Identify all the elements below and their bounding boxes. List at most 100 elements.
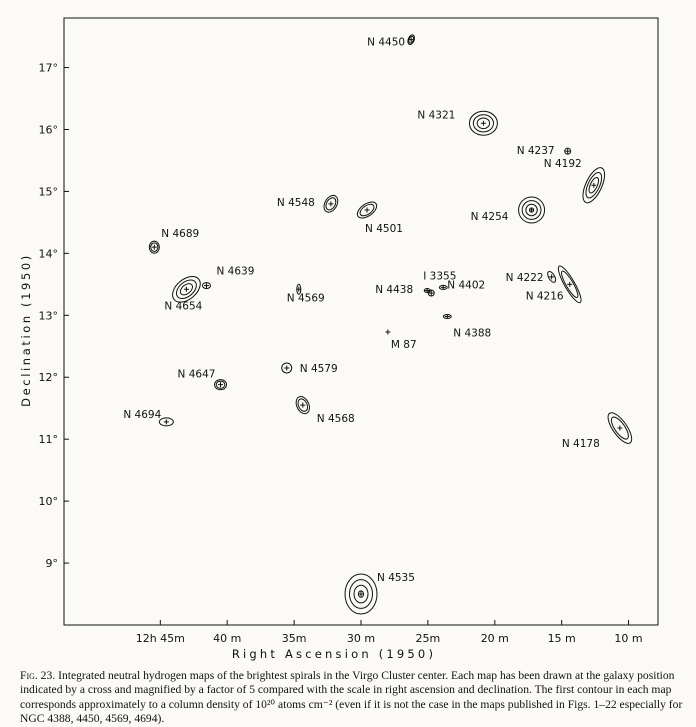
galaxy-map: N 4501: [356, 201, 403, 235]
y-axis: 9° 10° 11° 12° 13° 14° 15° 16° 17°: [39, 62, 69, 570]
galaxy-label: N 4178: [562, 438, 600, 450]
hi-contour: [476, 117, 491, 130]
position-cross: [440, 284, 446, 290]
galaxy-map: N 4450: [367, 34, 415, 49]
hi-contour: [557, 265, 582, 304]
hi-contour: [150, 242, 159, 252]
position-cross: [591, 182, 597, 188]
y-tick-label: 12°: [39, 371, 59, 384]
y-tick-label: 15°: [39, 185, 59, 198]
hi-contour: [610, 416, 629, 440]
y-axis-label: Declination (1950): [19, 253, 33, 407]
figure-caption: Fig. 23. Integrated neutral hydrogen map…: [20, 669, 684, 727]
hi-contour: [427, 289, 435, 297]
hi-contour: [344, 573, 378, 615]
y-tick-label: 9°: [46, 557, 59, 570]
galaxy-map: N 4321: [417, 109, 498, 136]
position-cross: [218, 382, 224, 388]
hi-contour: [359, 203, 375, 217]
galaxy-label: N 4450: [367, 37, 405, 49]
x-tick-label: 25m: [416, 632, 441, 645]
x-tick-label: 15 m: [548, 632, 576, 645]
y-tick-label: 16°: [39, 123, 59, 136]
y-tick-label: 14°: [39, 247, 59, 260]
galaxy-map: N 4237: [517, 145, 572, 157]
caption-text: Integrated neutral hydrogen maps of the …: [20, 669, 683, 726]
y-tick-label: 13°: [39, 309, 59, 322]
position-cross: [163, 419, 169, 425]
position-cross: [529, 207, 535, 213]
position-cross: [300, 402, 306, 408]
galaxy-label: N 4402: [447, 279, 485, 291]
position-cross: [549, 274, 555, 280]
hi-contour: [525, 203, 538, 217]
hi-contour: [582, 167, 606, 204]
position-cross: [428, 290, 434, 296]
galaxy-label: I 3355: [423, 271, 456, 283]
galaxy-label: N 4321: [417, 109, 455, 121]
position-cross: [408, 37, 414, 43]
hi-contour: [607, 412, 633, 444]
hi-contour: [172, 275, 201, 303]
position-cross: [203, 283, 209, 289]
hi-contour: [564, 147, 572, 155]
galaxy-label: N 4192: [544, 158, 582, 170]
hi-contour: [561, 270, 579, 299]
y-tick-label: 11°: [39, 433, 59, 446]
galaxy-label: N 4569: [287, 292, 325, 304]
position-cross: [151, 244, 157, 250]
hi-contour: [521, 200, 542, 220]
galaxy-map: M 87: [385, 329, 417, 351]
galaxy-map: N 4216: [526, 265, 582, 304]
position-cross: [567, 281, 573, 287]
x-tick-label: 20 m: [481, 632, 509, 645]
galaxy-map: N 4647: [178, 369, 228, 391]
galaxy-map: N 4388: [442, 314, 491, 340]
galaxy-map: N 4254: [471, 196, 546, 224]
hi-maps-figure: 9° 10° 11° 12° 13° 14° 15° 16° 17° 12h 45m 40 m 35…: [19, 17, 659, 661]
galaxy-map: N 4694: [123, 409, 174, 427]
galaxy-label: N 4388: [453, 328, 491, 340]
position-cross: [328, 201, 334, 207]
position-cross: [617, 425, 623, 431]
hi-contour: [323, 194, 339, 213]
galaxy-label: N 4694: [123, 409, 161, 421]
galaxy-label: N 4535: [377, 572, 415, 584]
x-tick-label: 12h 45m: [136, 632, 185, 645]
hi-contour: [349, 579, 373, 609]
hi-contour: [585, 172, 603, 199]
galaxy-label: N 4548: [277, 197, 315, 209]
position-cross: [296, 286, 302, 292]
hi-contour: [356, 201, 378, 219]
galaxy-map: N 4222: [506, 270, 557, 284]
hi-contour: [588, 176, 600, 194]
hi-contour: [179, 283, 193, 296]
position-cross: [480, 120, 486, 126]
galaxy-map: N 4438: [375, 284, 435, 297]
x-tick-label: 35m: [282, 632, 307, 645]
galaxy-label: M 87: [391, 339, 417, 351]
galaxy-label: N 4237: [517, 145, 555, 157]
hi-contour: [281, 362, 293, 374]
position-cross: [358, 591, 364, 597]
caption-label: Fig. 23.: [20, 669, 56, 682]
x-axis: 12h 45m 40 m 35m 30 m 25m 20 m 15 m 10 m: [136, 620, 643, 645]
galaxy-label: N 4568: [317, 413, 355, 425]
hi-contour: [148, 240, 160, 254]
galaxy-map: N 4639: [201, 266, 254, 290]
hi-contour: [472, 114, 495, 133]
hi-contour: [357, 590, 365, 598]
hi-contour: [297, 398, 309, 412]
position-cross: [444, 314, 450, 320]
position-cross: [565, 148, 571, 154]
hi-contour: [468, 110, 498, 136]
galaxy-label: N 4222: [506, 272, 544, 284]
hi-contour: [547, 270, 557, 283]
position-cross: [385, 329, 391, 335]
hi-contour: [407, 34, 415, 45]
galaxy-map: N 4654: [164, 275, 203, 312]
galaxy-map: N 4192: [544, 158, 606, 204]
galaxy-label: N 4216: [526, 290, 564, 302]
galaxy-label: N 4647: [178, 369, 216, 381]
